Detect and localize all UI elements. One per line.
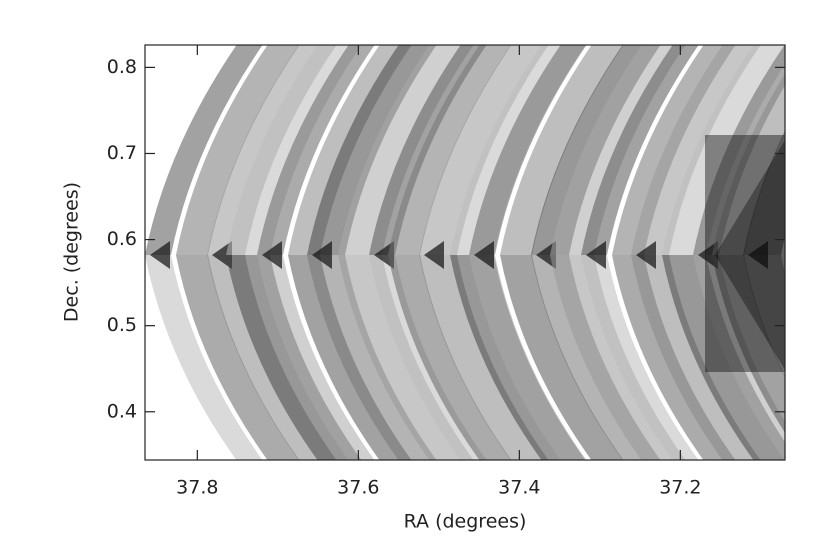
band [693, 255, 785, 460]
band [693, 45, 785, 255]
y-tick-label: 0.5 [107, 314, 137, 336]
band-vertex [212, 241, 232, 269]
band-vertex [150, 241, 170, 269]
y-tick-label: 0.4 [107, 400, 137, 422]
band [712, 73, 785, 255]
plot-frame [144, 44, 786, 461]
coverage-bands [145, 45, 785, 460]
band [469, 45, 587, 255]
band [743, 130, 785, 255]
y-tick-label: 0.8 [107, 56, 137, 78]
y-tick-label: 0.7 [107, 142, 137, 164]
band [500, 45, 624, 255]
dense-region [715, 140, 785, 370]
band [145, 255, 263, 460]
band [743, 255, 785, 378]
band [176, 45, 300, 255]
dense-region [705, 135, 785, 372]
band [369, 255, 487, 460]
band-vertex [474, 241, 494, 269]
y-tick-label: 0.6 [107, 228, 137, 250]
x-tick-label: 37.8 [176, 477, 218, 499]
x-tick-label: 37.4 [498, 477, 540, 499]
band [388, 45, 512, 255]
y-axis-label: Dec. (degrees) [61, 182, 83, 322]
band [469, 255, 587, 460]
band [257, 45, 375, 255]
band-vertex [374, 241, 394, 269]
band [581, 45, 699, 255]
band-vertex [424, 241, 444, 269]
band [176, 255, 300, 460]
band-vertex [312, 241, 332, 269]
band-vertex [262, 241, 282, 269]
band-vertex [536, 241, 556, 269]
band-vertex [698, 241, 718, 269]
band [388, 255, 512, 460]
band [257, 255, 375, 460]
x-axis-label: RA (degrees) [404, 511, 527, 533]
band-vertex [586, 241, 606, 269]
x-tick-label: 37.6 [337, 477, 379, 499]
band-vertex [636, 241, 656, 269]
band [712, 255, 785, 433]
band [500, 255, 624, 460]
band-vertex [748, 241, 768, 269]
band [145, 45, 263, 255]
x-tick-label: 37.2 [659, 477, 701, 499]
band [581, 255, 699, 460]
